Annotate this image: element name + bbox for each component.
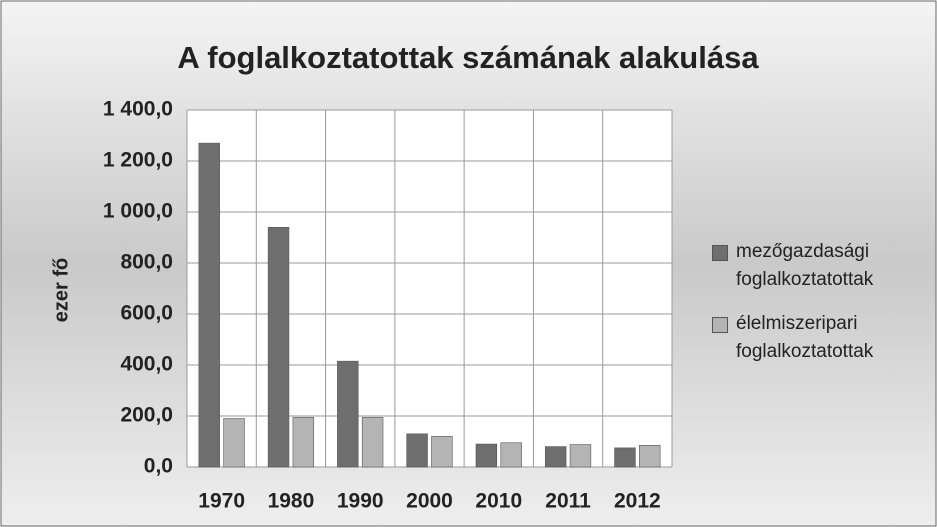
y-tick-label: 0,0 [144, 455, 173, 478]
bar [406, 433, 428, 468]
bar [223, 418, 245, 468]
y-tick-label: 400,0 [120, 353, 173, 376]
chart-title: A foglalkoztatottak számának alakulása [177, 40, 759, 75]
y-tick-label: 1 000,0 [103, 200, 173, 223]
legend-item: élelmiszeripari foglalkoztatottak [712, 310, 922, 366]
x-tick-label: 1980 [268, 490, 315, 513]
y-tick-label: 600,0 [120, 302, 173, 325]
legend-label: mezőgazdasági foglalkoztatottak [736, 241, 874, 290]
bar [292, 416, 315, 468]
x-tick-label: 1970 [198, 490, 245, 513]
legend-swatch [712, 245, 728, 261]
bar [614, 447, 636, 468]
y-tick-label: 1 200,0 [103, 149, 173, 172]
bar [267, 227, 290, 468]
bar [475, 443, 498, 468]
x-tick-label: 2000 [406, 490, 453, 513]
legend-item: mezőgazdasági foglalkoztatottak [712, 238, 922, 294]
x-tick-label: 2011 [545, 490, 591, 513]
bar [337, 360, 359, 468]
y-axis-label: ezer fő [50, 258, 72, 322]
bar [361, 416, 384, 468]
bar [198, 142, 220, 468]
bar [500, 442, 522, 468]
bar [431, 436, 453, 468]
bar [569, 444, 592, 468]
bar [544, 446, 567, 468]
plot-area [187, 110, 672, 467]
y-tick-label: 1 400,0 [103, 98, 173, 121]
legend-label: élelmiszeripari foglalkoztatottak [736, 313, 874, 362]
x-tick-label: 2012 [614, 490, 661, 513]
y-tick-label: 200,0 [120, 404, 173, 427]
x-tick-label: 2010 [475, 490, 522, 513]
y-tick-label: 800,0 [120, 251, 173, 274]
legend: mezőgazdasági foglalkoztatottak élelmisze… [712, 238, 922, 382]
legend-swatch [712, 317, 728, 333]
bar [639, 445, 661, 468]
x-tick-label: 1990 [337, 490, 384, 513]
